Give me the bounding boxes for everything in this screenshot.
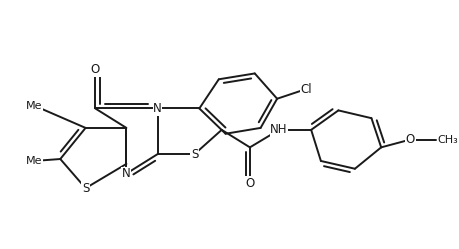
Text: O: O <box>406 133 415 146</box>
Text: N: N <box>153 102 162 115</box>
Text: O: O <box>91 63 100 76</box>
Text: Me: Me <box>26 101 42 111</box>
Text: CH₃: CH₃ <box>437 134 459 145</box>
Text: N: N <box>122 167 131 180</box>
Text: O: O <box>245 177 255 190</box>
Text: NH: NH <box>270 123 288 136</box>
Text: Cl: Cl <box>301 82 312 96</box>
Text: S: S <box>82 182 89 195</box>
Text: S: S <box>191 148 198 161</box>
Text: Me: Me <box>26 156 42 166</box>
